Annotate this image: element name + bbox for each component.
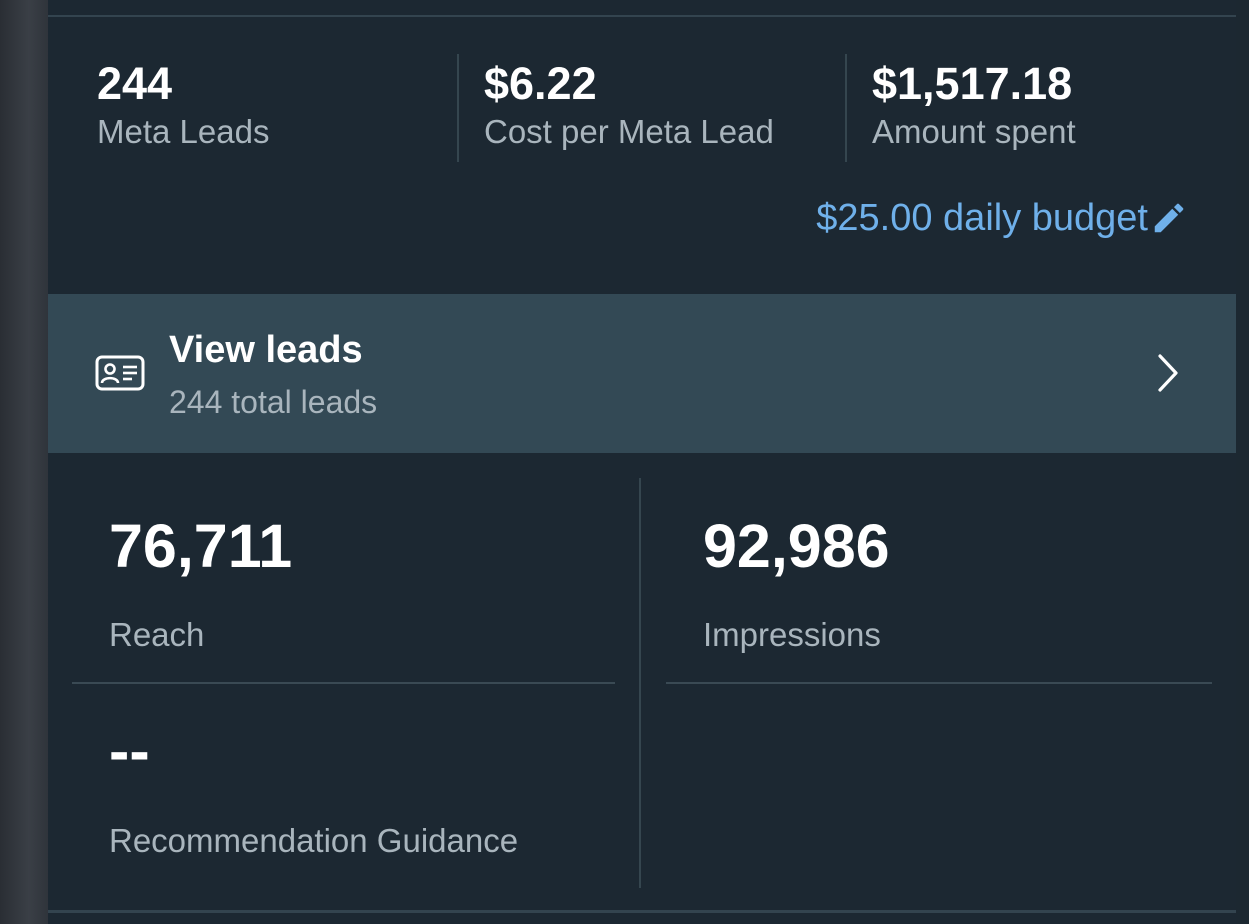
stat-divider xyxy=(457,54,459,162)
metric-recommendation-guidance: -- Recommendation Guidance xyxy=(109,716,518,861)
stat-cost-per-lead: $6.22 Cost per Meta Lead xyxy=(484,58,774,152)
metric-label: Impressions xyxy=(703,616,881,653)
metric-label: Reach xyxy=(109,616,205,653)
stat-label: Meta Leads xyxy=(97,113,270,150)
metric-value: 92,986 xyxy=(703,512,890,580)
id-card-icon xyxy=(95,355,145,391)
campaign-results-panel: 244 Meta Leads $6.22 Cost per Meta Lead … xyxy=(48,0,1236,924)
view-leads-title: View leads xyxy=(169,329,363,371)
metric-reach: 76,711 Reach xyxy=(109,511,292,655)
stat-divider xyxy=(845,54,847,162)
view-leads-row[interactable]: View leads 244 total leads xyxy=(48,294,1236,453)
metric-label: Recommendation Guidance xyxy=(109,822,519,859)
background-right-strip xyxy=(1236,0,1249,924)
metric-impressions: 92,986 Impressions xyxy=(703,511,890,655)
top-divider xyxy=(48,15,1236,17)
stat-value: 244 xyxy=(97,58,173,109)
bottom-divider xyxy=(48,910,1236,913)
chevron-right-icon xyxy=(1158,354,1178,392)
daily-budget-label: $25.00 daily budget xyxy=(816,197,1148,239)
background-left-strip xyxy=(0,0,48,924)
stat-value: $6.22 xyxy=(484,58,597,109)
daily-budget-edit-link[interactable]: $25.00 daily budget xyxy=(816,195,1188,241)
stat-meta-leads: 244 Meta Leads xyxy=(97,58,269,152)
stat-label: Amount spent xyxy=(872,113,1076,150)
metric-value: 76,711 xyxy=(109,512,293,580)
stat-label: Cost per Meta Lead xyxy=(484,113,774,150)
stat-value: $1,517.18 xyxy=(872,58,1073,109)
total-leads-subtitle: 244 total leads xyxy=(169,384,378,420)
pencil-icon xyxy=(1154,203,1184,233)
stat-amount-spent: $1,517.18 Amount spent xyxy=(872,58,1076,152)
metric-divider xyxy=(72,682,615,684)
metrics-column-divider xyxy=(639,478,641,888)
metric-divider xyxy=(666,682,1212,684)
metric-value: -- xyxy=(109,717,150,785)
